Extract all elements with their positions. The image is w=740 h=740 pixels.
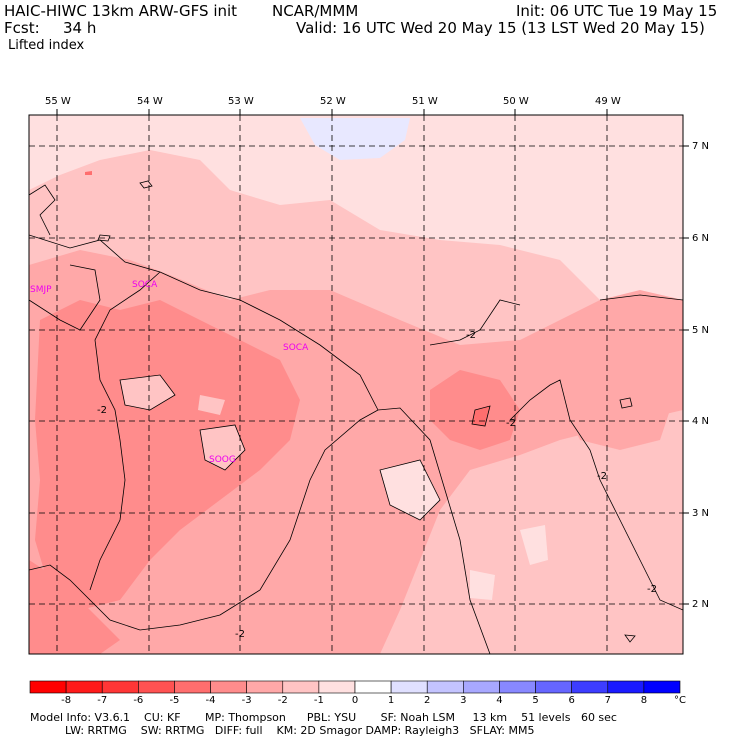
colorbar-swatch xyxy=(535,680,572,694)
colorbar-tick-label: 6 xyxy=(568,695,575,706)
colorbar-tick-label: 3 xyxy=(460,695,467,706)
colorbar-swatch xyxy=(499,680,536,694)
colorbar-swatch xyxy=(463,680,500,694)
colorbar-tick-label: 2 xyxy=(424,695,431,706)
colorbar-tick-label: -4 xyxy=(205,695,216,706)
colorbar-tick-label: -7 xyxy=(97,695,108,706)
model-info-line2: LW: RRTMG SW: RRTMG DIFF: full KM: 2D Sm… xyxy=(30,724,535,737)
colorbar-tick-label: -6 xyxy=(133,695,144,706)
colorbar-tick-label: -5 xyxy=(169,695,180,706)
model-title: HAIC-HIWC 13km ARW-GFS init xyxy=(4,2,238,20)
lat-label: 3 N xyxy=(692,508,710,519)
lon-label: 52 W xyxy=(320,96,346,107)
lon-label: 49 W xyxy=(595,96,621,107)
colorbar-swatch xyxy=(210,680,247,694)
contour-label: -2 xyxy=(97,405,107,416)
colorbar-swatch xyxy=(607,680,645,694)
fcst-value: 34 h xyxy=(63,19,97,37)
colorbar-tick-label: 0 xyxy=(351,695,359,706)
contour-label: -2 xyxy=(506,418,516,429)
contour-label: -2 xyxy=(235,629,245,640)
contour-label: -2 xyxy=(466,330,476,341)
colorbar-swatch xyxy=(138,680,175,694)
station-label: SOOG xyxy=(209,455,236,465)
lon-label: 54 W xyxy=(137,96,163,107)
colorbar-tick-label: -2 xyxy=(277,695,288,706)
colorbar-swatch xyxy=(101,680,139,694)
colorbar-swatch xyxy=(246,680,284,694)
colorbar-swatch xyxy=(354,680,392,694)
model-info-line1: Model Info: V3.6.1 CU: KF MP: Thompson P… xyxy=(30,711,617,724)
colorbar-unit: °C xyxy=(674,695,686,706)
field-name: Lifted index xyxy=(8,38,85,53)
colorbar-tick-label: -1 xyxy=(313,695,324,706)
colorbar-tick-label: 5 xyxy=(532,695,539,706)
colorbar-swatch xyxy=(174,680,211,694)
colorbar-swatch xyxy=(65,680,103,694)
lat-label: 6 N xyxy=(692,233,710,244)
colorbar-swatch xyxy=(390,680,428,694)
axis-ticks xyxy=(56,109,689,605)
org-label: NCAR/MMM xyxy=(272,2,359,20)
station-label: SOCA xyxy=(283,343,309,353)
station-label: SMJP xyxy=(30,285,52,295)
lat-label: 4 N xyxy=(692,416,710,427)
lon-label: 50 W xyxy=(503,96,529,107)
colorbar xyxy=(29,680,681,694)
colorbar-tick-label: 1 xyxy=(387,695,395,706)
lifted-index-field xyxy=(29,115,683,654)
colorbar-tick-label: 7 xyxy=(604,695,611,706)
colorbar-swatch xyxy=(571,680,609,694)
colorbar-swatch xyxy=(282,680,320,694)
contour-lines xyxy=(29,180,683,654)
station-label: SOCA xyxy=(132,280,158,290)
colorbar-tick-label: 4 xyxy=(496,695,503,706)
colorbar-tick-label: -8 xyxy=(61,695,72,706)
colorbar-swatch xyxy=(29,680,67,694)
lat-label: 2 N xyxy=(692,599,710,610)
colorbar-swatch xyxy=(318,680,356,694)
colorbar-tick-label: -3 xyxy=(241,695,252,706)
fcst-label: Fcst: xyxy=(4,19,40,37)
graticule xyxy=(29,115,683,654)
lat-label: 7 N xyxy=(692,141,710,152)
lon-label: 51 W xyxy=(412,96,438,107)
colorbar-swatch xyxy=(643,680,681,694)
lat-label: 5 N xyxy=(692,325,710,336)
contour-label: -2 xyxy=(647,584,657,595)
lon-label: 53 W xyxy=(228,96,254,107)
map-frame xyxy=(28,114,684,655)
contour-label: -2 xyxy=(597,471,607,482)
colorbar-swatch xyxy=(426,680,464,694)
lon-label: 55 W xyxy=(45,96,71,107)
init-time: Init: 06 UTC Tue 19 May 15 xyxy=(516,2,718,20)
colorbar-tick-label: 8 xyxy=(640,695,648,706)
valid-time: Valid: 16 UTC Wed 20 May 15 (13 LST Wed … xyxy=(296,19,705,37)
